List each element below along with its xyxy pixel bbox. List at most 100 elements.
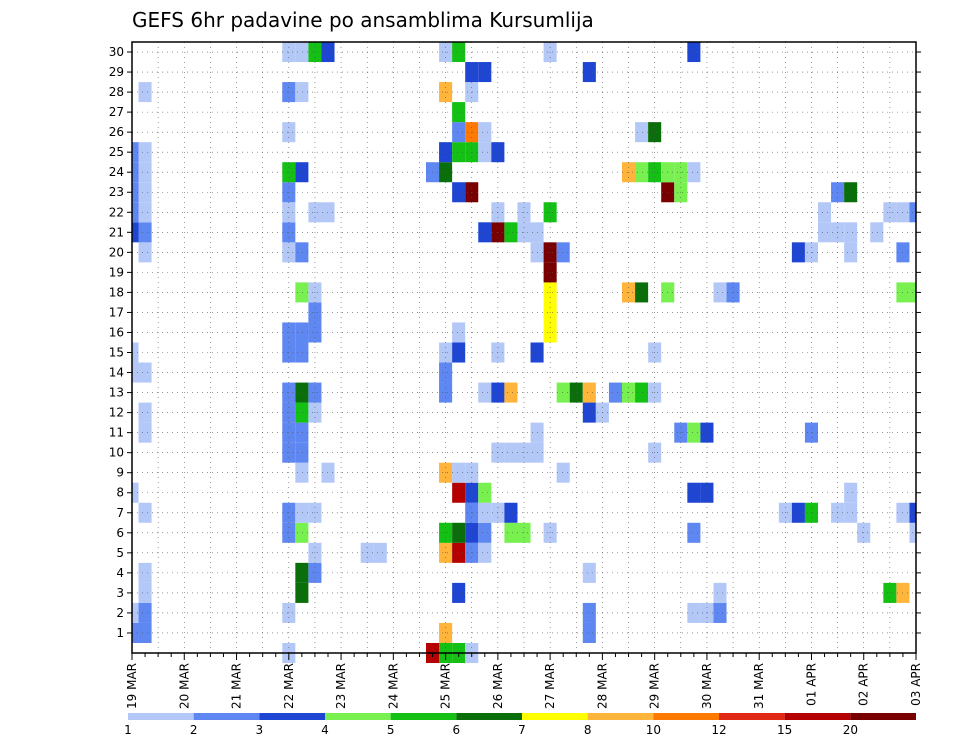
heatmap-cell — [452, 182, 466, 203]
heatmap-cell — [138, 562, 152, 583]
legend-swatch — [719, 713, 785, 720]
heatmap-cell — [556, 242, 570, 263]
heatmap-cell — [478, 222, 492, 243]
heatmap-cell — [478, 122, 492, 143]
heatmap-cell — [452, 42, 466, 63]
heatmap-cell — [138, 362, 152, 383]
heatmap-cell — [295, 162, 309, 183]
heatmap-cell — [295, 442, 309, 463]
heatmap-cell — [295, 342, 309, 363]
heatmap-cell — [452, 142, 466, 163]
heatmap-cell — [478, 382, 492, 403]
heatmap-cell — [132, 602, 139, 623]
y-tick-label: 22 — [109, 205, 124, 219]
x-tick-label: 29 MAR — [648, 663, 662, 709]
heatmap-cell — [556, 382, 570, 403]
heatmap-cell — [713, 582, 727, 603]
heatmap-cell — [138, 202, 152, 223]
heatmap-cell — [844, 182, 858, 203]
heatmap-cell — [132, 142, 139, 163]
heatmap-cell — [295, 562, 309, 583]
heatmap-cell — [635, 122, 649, 143]
heatmap-cell — [138, 402, 152, 423]
y-tick-label: 19 — [109, 265, 124, 279]
legend-label: 8 — [584, 723, 592, 737]
y-tick-label: 24 — [109, 165, 124, 179]
heatmap-cell — [295, 82, 309, 103]
heatmap-cell — [295, 242, 309, 263]
heatmap-cell — [687, 42, 701, 63]
heatmap-cell — [635, 162, 649, 183]
heatmap-cell — [844, 242, 858, 263]
heatmap-cell — [635, 282, 649, 303]
heatmap-cell — [138, 622, 152, 643]
y-tick-label: 25 — [109, 145, 124, 159]
x-tick-label: 24 MAR — [386, 663, 400, 709]
y-tick-label: 4 — [116, 566, 124, 580]
heatmap-cell — [452, 462, 466, 483]
heatmap-cell — [295, 462, 309, 483]
x-tick-label: 31 MAR — [752, 663, 766, 709]
heatmap-cell — [452, 542, 466, 563]
legend-label: 10 — [646, 723, 661, 737]
heatmap-cell — [582, 602, 596, 623]
heatmap-cell — [582, 382, 596, 403]
x-tick-label: 25 MAR — [439, 663, 453, 709]
y-tick-label: 16 — [109, 325, 124, 339]
legend-swatch — [193, 713, 260, 720]
legend-swatch — [259, 713, 325, 720]
heatmap-cell — [582, 402, 596, 423]
heatmap-cell — [687, 482, 701, 503]
heatmap-cell — [844, 222, 858, 243]
legend-swatch — [522, 713, 588, 720]
heatmap-cell — [295, 582, 309, 603]
y-tick-label: 13 — [109, 386, 124, 400]
heatmap-cell — [138, 222, 152, 243]
legend-swatch — [850, 713, 916, 720]
legend-swatch — [784, 713, 851, 720]
heatmap-cell — [452, 342, 466, 363]
legend-swatch — [456, 713, 522, 720]
heatmap-cell — [138, 422, 152, 443]
y-tick-label: 18 — [109, 285, 124, 299]
heatmap-cell — [791, 502, 805, 523]
heatmap-cell — [844, 502, 858, 523]
heatmap-cell — [687, 522, 701, 543]
y-tick-label: 30 — [109, 45, 124, 59]
heatmap-cell — [713, 602, 727, 623]
y-tick-label: 2 — [116, 606, 124, 620]
legend-label: 3 — [256, 723, 264, 737]
heatmap-cell — [478, 482, 492, 503]
heatmap-cell — [295, 322, 309, 343]
x-tick-label: 30 MAR — [700, 663, 714, 709]
y-tick-label: 10 — [109, 446, 124, 460]
y-tick-label: 6 — [116, 526, 124, 540]
legend-swatch — [325, 713, 391, 720]
y-tick-label: 12 — [109, 406, 124, 420]
heatmap-cell — [687, 422, 701, 443]
y-tick-label: 20 — [109, 245, 124, 259]
heatmap-cell — [373, 542, 387, 563]
heatmap-cell — [132, 342, 139, 363]
heatmap-cell — [132, 362, 139, 383]
y-tick-label: 11 — [109, 426, 124, 440]
heatmap-cell — [582, 562, 596, 583]
heatmap-cell — [504, 442, 518, 463]
y-tick-label: 8 — [116, 486, 124, 500]
heatmap-cell — [478, 62, 492, 83]
heatmap-cell — [295, 382, 309, 403]
heatmap-cell — [132, 182, 139, 203]
heatmap-cell — [870, 222, 884, 243]
heatmap-cell — [138, 242, 152, 263]
color-legend: 1 2 3 4 5 6 7 8 10 12 15 20 — [124, 713, 916, 737]
legend-label: 4 — [321, 723, 329, 737]
heatmap-cell — [504, 382, 518, 403]
heatmap-cell — [478, 522, 492, 543]
heatmap-cell — [687, 602, 701, 623]
heatmap-cell — [818, 202, 832, 223]
x-tick-label: 27 MAR — [543, 663, 557, 709]
x-tick-label: 03 APR — [909, 663, 923, 706]
heatmap-cell — [138, 142, 152, 163]
heatmap-cell — [138, 182, 152, 203]
y-tick-label: 9 — [116, 466, 124, 480]
